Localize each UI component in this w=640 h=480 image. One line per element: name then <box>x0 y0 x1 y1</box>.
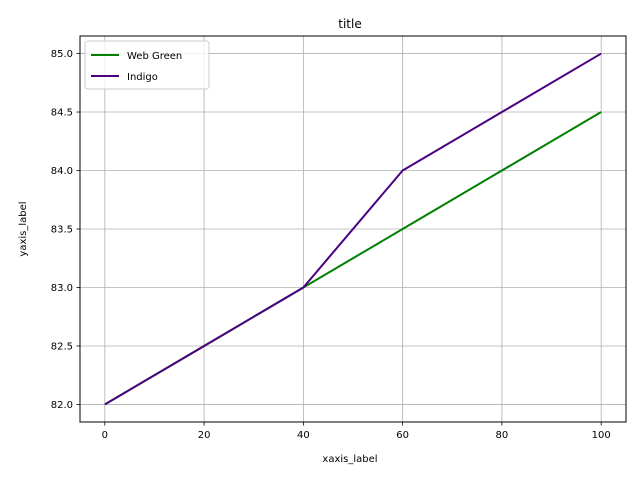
series-lines <box>104 52 602 406</box>
y-tick-label: 84.0 <box>51 166 73 177</box>
x-tick-label: 80 <box>496 430 509 441</box>
series-line-indigo <box>104 52 602 406</box>
x-tick-label: 100 <box>592 430 611 441</box>
x-tick-label: 0 <box>102 430 108 441</box>
x-axis-label: xaxis_label <box>322 454 377 465</box>
axis-ticks: 0 20 40 60 80 100 82.0 82.5 83.0 83.5 84.0 84.5 85.0 <box>51 49 611 441</box>
x-tick-label: 40 <box>297 430 310 441</box>
y-tick-label: 82.0 <box>51 400 73 411</box>
x-tick-label: 60 <box>396 430 409 441</box>
y-tick-label: 85.0 <box>51 49 73 60</box>
y-tick-label: 83.0 <box>51 283 73 294</box>
chart-title: title <box>338 17 361 31</box>
legend-label-indigo: Indigo <box>127 72 158 83</box>
y-tick-label: 84.5 <box>51 108 73 119</box>
legend-label-web-green: Web Green <box>127 51 182 62</box>
y-tick-label: 82.5 <box>51 341 73 352</box>
x-tick-label: 20 <box>198 430 211 441</box>
legend: Web Green Indigo <box>84 40 210 90</box>
y-axis-label: yaxis_label <box>18 201 29 256</box>
y-tick-label: 83.5 <box>51 225 73 236</box>
